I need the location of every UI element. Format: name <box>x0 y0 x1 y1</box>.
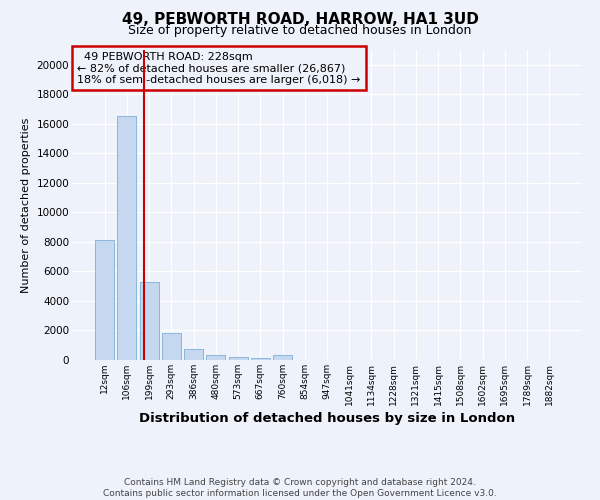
Bar <box>184 349 203 360</box>
Bar <box>162 332 181 360</box>
Bar <box>251 358 270 360</box>
Text: 49 PEBWORTH ROAD: 228sqm
← 82% of detached houses are smaller (26,867)
18% of se: 49 PEBWORTH ROAD: 228sqm ← 82% of detach… <box>77 52 361 84</box>
Bar <box>140 282 158 360</box>
Bar <box>273 355 292 360</box>
Y-axis label: Number of detached properties: Number of detached properties <box>21 118 31 292</box>
Bar <box>206 355 225 360</box>
Text: Size of property relative to detached houses in London: Size of property relative to detached ho… <box>128 24 472 37</box>
Text: 49, PEBWORTH ROAD, HARROW, HA1 3UD: 49, PEBWORTH ROAD, HARROW, HA1 3UD <box>122 12 478 28</box>
Bar <box>95 240 114 360</box>
Text: Contains HM Land Registry data © Crown copyright and database right 2024.
Contai: Contains HM Land Registry data © Crown c… <box>103 478 497 498</box>
Bar <box>229 357 248 360</box>
X-axis label: Distribution of detached houses by size in London: Distribution of detached houses by size … <box>139 412 515 425</box>
Bar <box>118 116 136 360</box>
